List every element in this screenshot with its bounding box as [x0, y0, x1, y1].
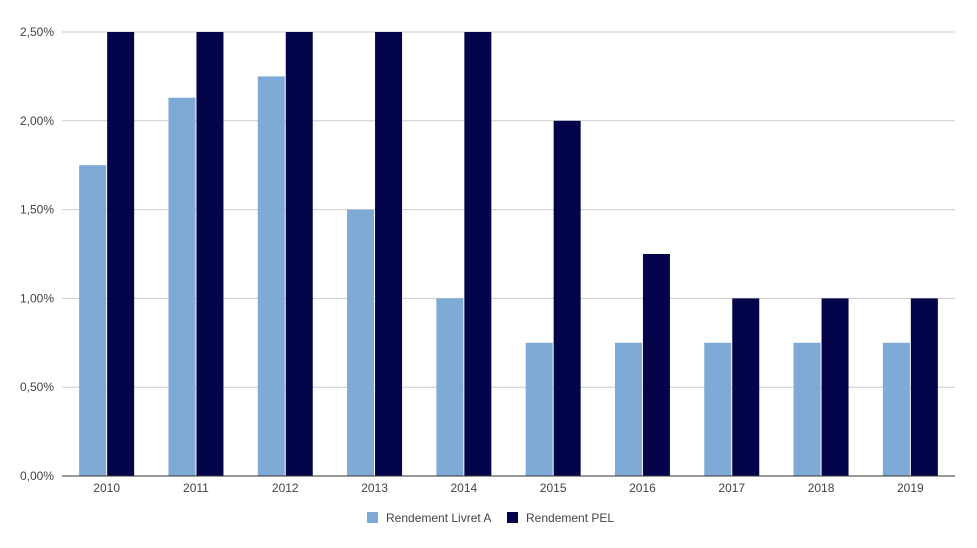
x-tick-label: 2018 — [808, 481, 835, 495]
bar-livret-a-2019 — [882, 342, 910, 476]
x-tick-label: 2012 — [272, 481, 299, 495]
bar-livret-a-2017 — [704, 342, 732, 476]
y-axis-tick-labels: 0,00% 0,50% 1,00% 1,50% 2,00% 2,50% — [20, 25, 54, 483]
legend-swatch-pel — [507, 512, 518, 523]
x-tick-label: 2010 — [93, 481, 120, 495]
bar-livret-a-2015 — [525, 342, 553, 476]
x-axis-tick-labels: 2010 2011 2012 2013 2014 2015 2016 2017 2018 2019 — [93, 481, 924, 495]
bar-pel-2019 — [910, 298, 938, 476]
x-tick-label: 2014 — [450, 481, 477, 495]
y-tick-label: 0,50% — [20, 380, 54, 394]
legend-label-livret-a: Rendement Livret A — [386, 511, 491, 525]
bar-livret-a-2013 — [347, 209, 375, 476]
legend-swatch-livret-a — [367, 512, 378, 523]
bar-pel-2018 — [821, 298, 849, 476]
x-tick-label: 2019 — [897, 481, 924, 495]
x-tick-label: 2016 — [629, 481, 656, 495]
bar-livret-a-2016 — [614, 342, 642, 476]
x-tick-label: 2013 — [361, 481, 388, 495]
gridlines — [62, 31, 955, 388]
bar-pel-2016 — [642, 254, 670, 476]
bar-pel-2014 — [464, 32, 492, 476]
bar-livret-a-2018 — [793, 342, 821, 476]
bar-livret-a-2012 — [257, 76, 285, 477]
x-tick-label: 2015 — [540, 481, 567, 495]
bar-livret-a-2014 — [436, 298, 464, 476]
x-tick-label: 2011 — [183, 481, 209, 495]
bars — [79, 32, 938, 477]
y-tick-label: 1,50% — [20, 203, 54, 217]
y-tick-label: 1,00% — [20, 291, 54, 305]
bar-pel-2010 — [107, 32, 135, 476]
y-tick-label: 0,00% — [20, 469, 54, 483]
bar-pel-2012 — [285, 32, 313, 476]
x-tick-label: 2017 — [718, 481, 745, 495]
legend-label-pel: Rendement PEL — [526, 511, 614, 525]
y-tick-label: 2,00% — [20, 114, 54, 128]
bar-pel-2015 — [553, 120, 581, 477]
bar-pel-2017 — [732, 298, 760, 476]
bar-livret-a-2010 — [79, 165, 107, 476]
bar-pel-2011 — [196, 32, 224, 476]
bar-pel-2013 — [375, 32, 403, 476]
legend: Rendement Livret A Rendement PEL — [367, 511, 614, 525]
y-tick-label: 2,50% — [20, 25, 54, 39]
bar-livret-a-2011 — [168, 97, 196, 476]
